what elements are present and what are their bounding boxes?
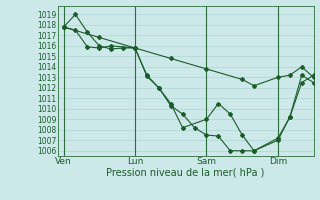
X-axis label: Pression niveau de la mer( hPa ): Pression niveau de la mer( hPa ) (107, 168, 265, 178)
